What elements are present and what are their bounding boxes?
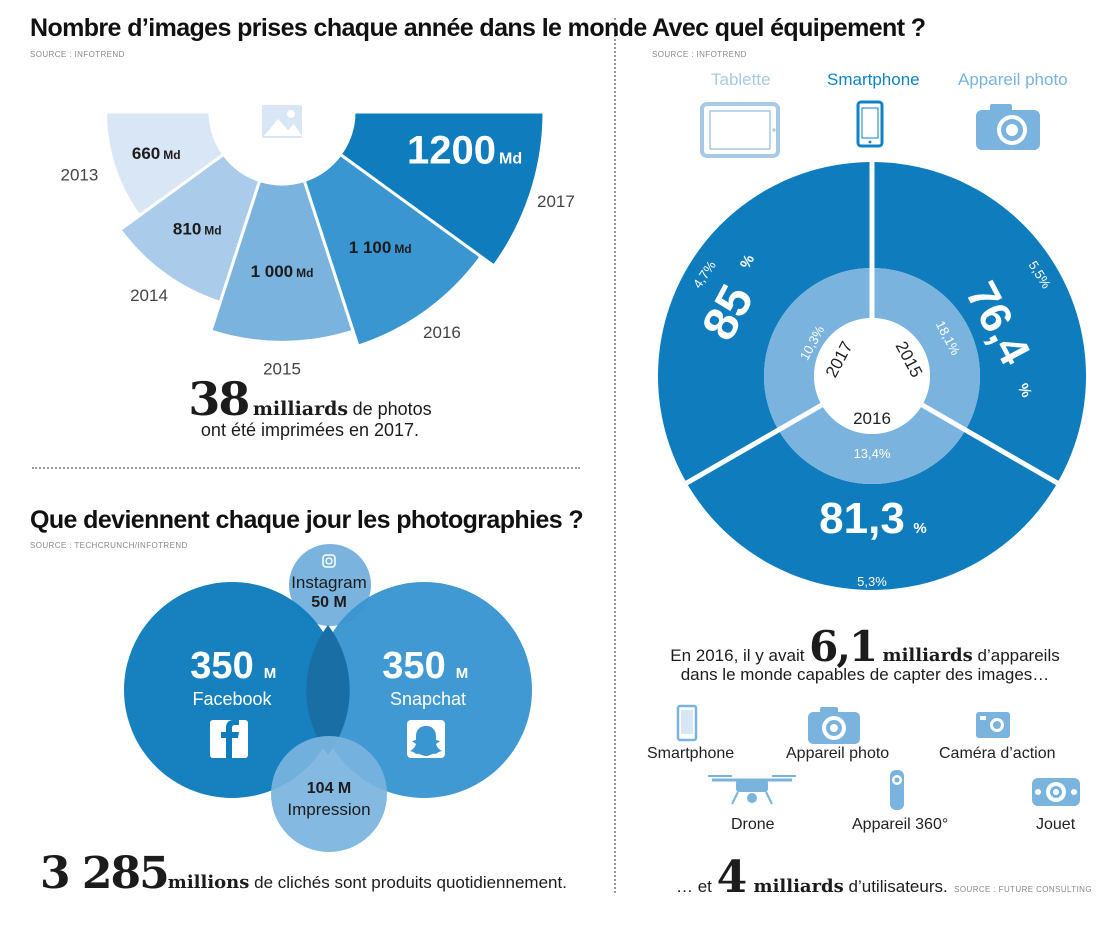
- fan-segment-2017: [338, 110, 546, 269]
- value-81-3-unit: %: [913, 520, 926, 537]
- devices-count-text: En 2016, il y avait 6,1 milliards d’appa…: [640, 622, 1090, 685]
- fan-year-2013: 2013: [60, 166, 98, 185]
- users-source: SOURCE : FUTURE CONSULTING: [954, 885, 1092, 894]
- footer-bold-word: milliards: [252, 398, 349, 420]
- device-icons: [676, 704, 1080, 810]
- devices-text-pre: En 2016, il y avait: [670, 646, 810, 665]
- legend-icons: [700, 100, 1040, 158]
- device-label-toy: Jouet: [1036, 816, 1076, 833]
- users-big-number: 4: [716, 852, 748, 903]
- horizontal-divider: [32, 467, 580, 469]
- image-icon: [262, 105, 302, 138]
- donut-outer-sector-2015: [872, 162, 1086, 483]
- daily-big-number: 3 285: [40, 848, 170, 899]
- fan-year-2015: 2015: [263, 359, 301, 378]
- fan-value-2016: 1 100 Md: [349, 238, 412, 257]
- drone-icon: [708, 775, 796, 805]
- smartphone-icon: [676, 704, 698, 742]
- device-label-smartphone: Smartphone: [647, 745, 735, 762]
- users-pre: … et: [676, 877, 717, 896]
- snapchat-icon: [407, 720, 445, 758]
- facebook-circle: [124, 582, 340, 798]
- donut-inner-sector-2017: [764, 268, 872, 430]
- tablet-icon: [700, 102, 780, 158]
- donut-outer-sector-2016: [686, 430, 1058, 590]
- users-footer: … et 4 milliards d’utilisateurs. SOURCE …: [676, 852, 1092, 903]
- section2-title: Avec quel équipement ?: [652, 14, 926, 42]
- footer-big-number: 38: [188, 372, 250, 426]
- device-label-camera: Appareil photo: [786, 745, 890, 762]
- facebook-label: Facebook: [192, 689, 272, 709]
- fan-segment-2015: [208, 178, 356, 344]
- section2-source: SOURCE : INFOTREND: [652, 50, 747, 59]
- impression-label: Impression: [287, 800, 370, 819]
- instagram-circle: [289, 544, 371, 626]
- venn-overlap: [306, 625, 350, 755]
- users-bold-word: milliards: [747, 876, 844, 897]
- camera-icon: [976, 104, 1040, 150]
- instagram-icon: [322, 554, 336, 568]
- section3-title: Que deviennent chaque jour les photograp…: [30, 506, 584, 534]
- instagram-value: 50 M: [311, 594, 347, 611]
- instagram-label: Instagram: [291, 573, 367, 592]
- small-5-3: 5,3%: [857, 574, 887, 589]
- section3-source: SOURCE : TECHCRUNCH/INFOTREND: [30, 541, 188, 550]
- devices-text-post: d’appareils: [972, 646, 1060, 665]
- smartphone-icon: [856, 100, 884, 148]
- devices-bold-word: milliards: [876, 645, 973, 666]
- facebook-icon: [210, 720, 248, 758]
- impression-circle: [271, 736, 387, 852]
- fan-segment-2014: [117, 152, 262, 305]
- ring-2016: 2016: [853, 409, 891, 428]
- section1-title: Nombre d’images prises chaque année dans…: [30, 14, 647, 42]
- section1-source: SOURCE : INFOTREND: [30, 50, 125, 59]
- snapchat-circle: [316, 582, 532, 798]
- device-label-action-camera: Caméra d’action: [939, 745, 1056, 762]
- snapchat-label: Snapchat: [390, 689, 466, 709]
- fan-segment-2013: [103, 110, 226, 218]
- fan-segment-2016: [302, 152, 484, 349]
- toy-camera-icon: [1032, 778, 1080, 806]
- section1-footer: 38 milliards de photos ont été imprimées…: [130, 372, 490, 441]
- devices-text-line2: dans le monde capables de capter des ima…: [680, 665, 1050, 684]
- legend-smartphone: Smartphone: [827, 70, 920, 89]
- device-label-360: Appareil 360°: [852, 816, 949, 833]
- donut-inner-sector-2015: [872, 268, 980, 430]
- footer-rest: de photos: [352, 399, 432, 419]
- images-per-year-chart: 660 Md 2013 810 Md 2014 1 000 Md 2015 1 100 Md 2016…: [60, 105, 575, 378]
- impression-value: 104 M: [307, 780, 351, 797]
- donut-outer-sector-2017: [658, 162, 872, 483]
- equipment-donut-chart: 85 % 76,4 % 81,3 % 4,7% 5,5% 5,3% 10,3% …: [658, 160, 1086, 590]
- donut-inner-sector-2016: [778, 405, 966, 484]
- camera-360-icon: [890, 770, 904, 810]
- donut-separator-2: [683, 402, 824, 487]
- donut-separator-1: [920, 402, 1061, 487]
- users-post: d’utilisateurs.: [843, 877, 948, 896]
- fan-year-2017: 2017: [537, 192, 575, 211]
- daily-rest: de clichés sont produits quotidiennement…: [249, 873, 567, 892]
- facebook-unit: M: [264, 665, 277, 682]
- inner-13-4: 13,4%: [854, 446, 891, 461]
- snapchat-value: 350: [382, 645, 445, 687]
- fan-value-2014: 810 Md: [173, 220, 222, 239]
- camera-icon: [808, 707, 860, 744]
- snapchat-unit: M: [456, 665, 469, 682]
- legend-tablette: Tablette: [711, 70, 771, 89]
- device-label-drone: Drone: [731, 816, 775, 833]
- value-81-3: 81,3: [819, 494, 905, 543]
- fan-year-2014: 2014: [130, 286, 168, 305]
- action-camera-icon: [976, 712, 1010, 738]
- devices-big-number: 6,1: [809, 622, 878, 671]
- vertical-divider: [614, 18, 616, 893]
- section3-footer: 3 285millions de clichés sont produits q…: [40, 848, 567, 899]
- facebook-value: 350: [190, 645, 253, 687]
- daily-bold-word: millions: [167, 872, 250, 893]
- fan-value-2015: 1 000 Md: [251, 262, 314, 281]
- donut-center: [814, 318, 930, 434]
- legend-appareil-photo: Appareil photo: [958, 70, 1068, 89]
- photos-destination-venn: Instagram 50 M 350 M Facebook 350 M Snap…: [124, 544, 532, 852]
- fan-year-2016: 2016: [423, 323, 461, 342]
- fan-value-2013: 660 Md: [132, 144, 181, 163]
- footer-line2: ont été imprimées en 2017.: [200, 420, 420, 440]
